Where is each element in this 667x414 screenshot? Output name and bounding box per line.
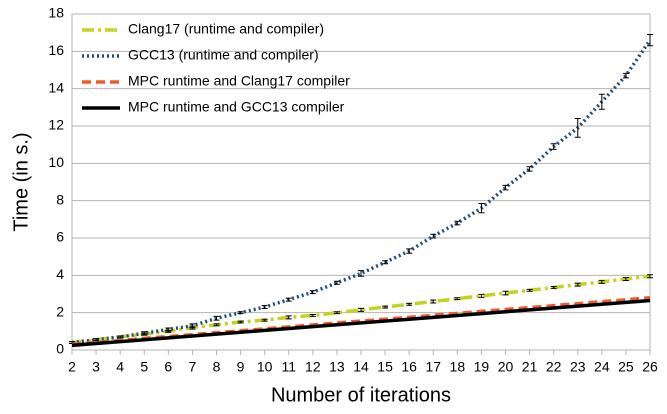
error-bar bbox=[358, 307, 364, 312]
error-bar bbox=[382, 260, 389, 265]
x-tick-label: 15 bbox=[377, 359, 393, 375]
y-tick-label: 6 bbox=[56, 229, 64, 245]
error-bar bbox=[309, 314, 316, 317]
x-tick-label: 17 bbox=[425, 359, 441, 375]
x-tick-label: 5 bbox=[140, 359, 148, 375]
y-tick-label: 12 bbox=[48, 117, 64, 133]
y-tick-label: 2 bbox=[56, 303, 64, 319]
error-bar bbox=[117, 335, 124, 339]
legend-label: GCC13 (runtime and compiler) bbox=[128, 47, 319, 63]
error-bar bbox=[454, 220, 461, 226]
error-bar bbox=[622, 277, 629, 282]
error-bar bbox=[261, 318, 268, 322]
y-tick-label: 10 bbox=[48, 154, 64, 170]
x-tick-label: 25 bbox=[618, 359, 634, 375]
error-bar bbox=[550, 286, 557, 289]
error-bar bbox=[93, 338, 100, 342]
x-tick-label: 13 bbox=[329, 359, 345, 375]
error-bar bbox=[526, 288, 533, 292]
x-axis-label: Number of iterations bbox=[271, 384, 451, 406]
x-tick-label: 19 bbox=[474, 359, 490, 375]
x-tick-label: 20 bbox=[498, 359, 514, 375]
x-tick-label: 4 bbox=[116, 359, 124, 375]
error-bar bbox=[261, 305, 268, 310]
series-line bbox=[71, 298, 651, 348]
error-bar bbox=[237, 320, 244, 324]
legend-label: Clang17 (runtime and compiler) bbox=[128, 21, 324, 37]
error-bar bbox=[189, 323, 196, 329]
error-bar bbox=[237, 311, 244, 315]
error-bar bbox=[574, 282, 581, 287]
x-tick-label: 10 bbox=[257, 359, 273, 375]
y-tick-label: 14 bbox=[48, 79, 64, 95]
error-bar bbox=[502, 184, 509, 191]
error-bar bbox=[430, 233, 437, 239]
x-tick-label: 21 bbox=[522, 359, 538, 375]
error-bar bbox=[285, 297, 292, 302]
error-bar bbox=[526, 166, 533, 172]
error-bar bbox=[382, 305, 389, 309]
y-tick-label: 16 bbox=[48, 42, 64, 58]
y-axis-label: Time (in s.) bbox=[10, 132, 32, 231]
error-bar bbox=[358, 270, 364, 277]
series-line bbox=[71, 295, 651, 347]
x-tick-label: 18 bbox=[450, 359, 466, 375]
x-tick-label: 24 bbox=[594, 359, 610, 375]
x-tick-label: 7 bbox=[189, 359, 197, 375]
error-bar bbox=[622, 72, 629, 79]
x-tick-label: 6 bbox=[164, 359, 172, 375]
x-tick-label: 22 bbox=[546, 359, 562, 375]
error-bar bbox=[285, 315, 292, 320]
error-bar bbox=[430, 299, 437, 304]
error-bar bbox=[406, 248, 413, 254]
y-tick-label: 4 bbox=[56, 266, 64, 282]
error-bar bbox=[550, 143, 557, 150]
error-bar bbox=[213, 315, 220, 321]
x-tick-label: 3 bbox=[92, 359, 100, 375]
legend-label: MPC runtime and GCC13 compiler bbox=[128, 99, 345, 115]
error-bar bbox=[574, 118, 581, 138]
legend-label: MPC runtime and Clang17 compiler bbox=[128, 73, 350, 89]
error-bar bbox=[502, 290, 509, 296]
error-bar bbox=[333, 280, 340, 285]
error-bar bbox=[141, 331, 148, 336]
x-tick-label: 2 bbox=[68, 359, 76, 375]
error-bar bbox=[454, 297, 461, 301]
x-tick-label: 14 bbox=[353, 359, 369, 375]
x-tick-label: 11 bbox=[281, 359, 296, 375]
x-tick-label: 8 bbox=[213, 359, 221, 375]
x-tick-label: 16 bbox=[401, 359, 417, 375]
error-bar bbox=[478, 293, 485, 298]
x-tick-label: 26 bbox=[642, 359, 658, 375]
y-tick-label: 18 bbox=[48, 5, 64, 21]
error-bar bbox=[598, 93, 605, 110]
error-bar bbox=[333, 311, 340, 315]
x-tick-label: 9 bbox=[237, 359, 245, 375]
error-bar bbox=[309, 290, 316, 295]
error-bar bbox=[478, 202, 485, 214]
error-bar bbox=[165, 327, 172, 332]
error-bar bbox=[213, 323, 220, 327]
error-bar bbox=[406, 302, 413, 306]
error-bar bbox=[647, 34, 653, 47]
error-bar bbox=[647, 274, 653, 279]
x-tick-label: 12 bbox=[305, 359, 321, 375]
y-tick-label: 8 bbox=[56, 191, 64, 207]
error-bar bbox=[598, 279, 605, 284]
y-tick-label: 0 bbox=[56, 341, 64, 357]
plot-frame bbox=[71, 13, 651, 351]
x-tick-label: 23 bbox=[570, 359, 586, 375]
